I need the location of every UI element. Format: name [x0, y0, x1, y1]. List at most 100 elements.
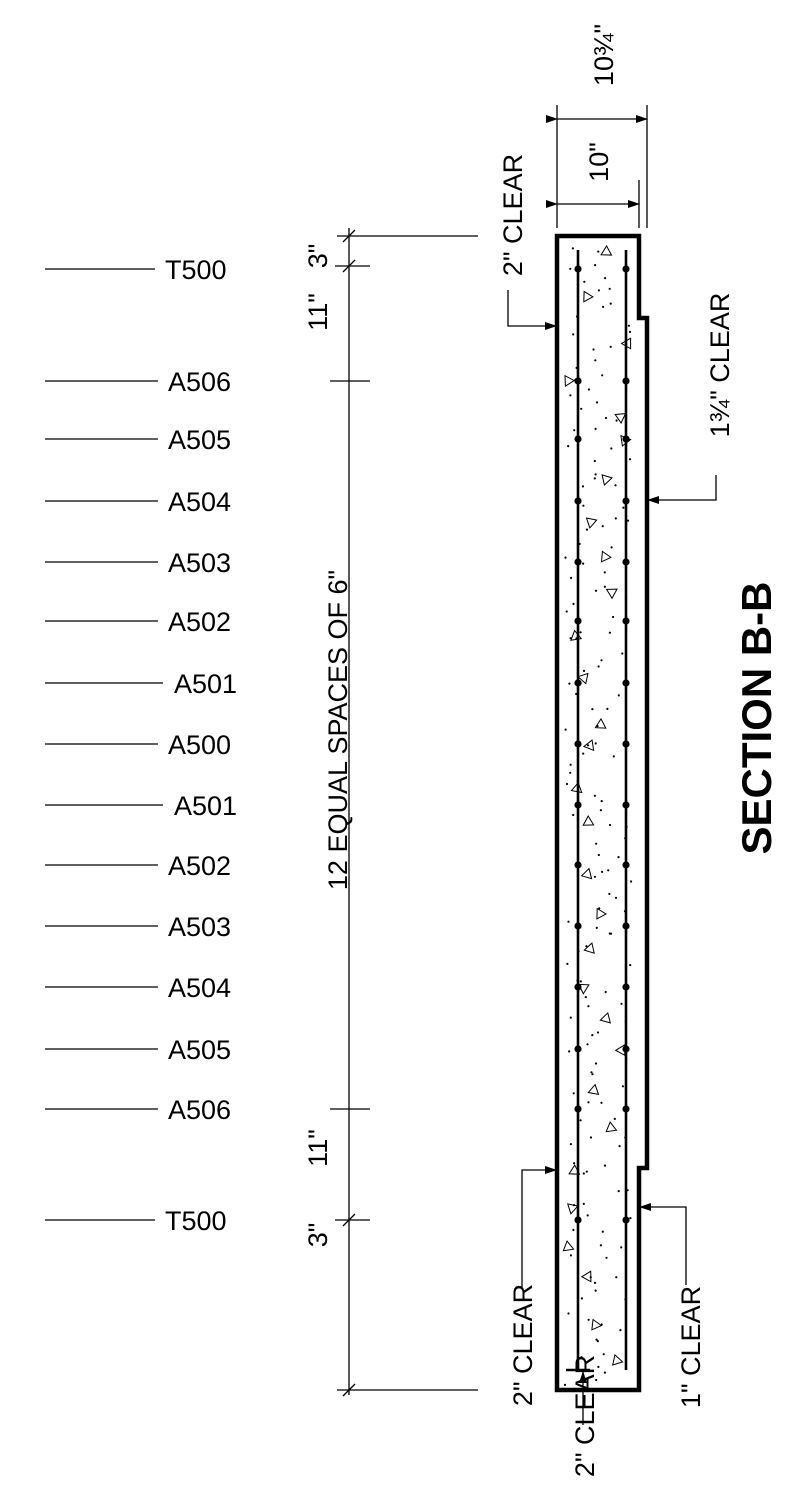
rebar-dot: [622, 558, 630, 566]
stipple-dot: [591, 1034, 594, 1037]
stipple-dot: [586, 1043, 589, 1046]
stipple-dot: [594, 264, 597, 267]
stipple-dot: [609, 345, 612, 348]
stipple-dot: [568, 1050, 571, 1053]
stipple-dot: [605, 1256, 608, 1259]
stipple-dot: [590, 1071, 593, 1074]
stipple-dot: [586, 744, 590, 747]
aggregate-triangle: [599, 1011, 611, 1024]
stipple-dot: [630, 880, 633, 883]
equal-spaces-dimension: 12 EQUAL SPACES OF 6": [323, 570, 353, 890]
bar-mark-label: A502: [168, 851, 231, 881]
stipple-dot: [568, 682, 571, 685]
stipple-dot: [610, 447, 613, 450]
stipple-dot: [569, 1254, 573, 1257]
stipple-dot: [579, 980, 582, 983]
leader-line: [647, 475, 717, 504]
rebar-dot: [622, 497, 630, 505]
stipple-dot: [573, 1162, 576, 1165]
bar-mark-label: A506: [168, 1095, 231, 1125]
stipple-dot: [597, 289, 601, 292]
stipple-dot: [564, 556, 567, 559]
stipple-dot: [565, 782, 569, 786]
concrete-stipple: [562, 245, 633, 1386]
rebar-dot: [574, 801, 582, 809]
stipple-dot: [621, 652, 624, 655]
stipple-dot: [627, 324, 631, 327]
aggregate-triangle: [612, 1353, 624, 1366]
stipple-dot: [610, 546, 613, 549]
stipple-dot: [617, 1190, 620, 1193]
bar-mark-label: A503: [168, 548, 231, 578]
rebar-dot: [622, 922, 630, 930]
rebar-dot: [574, 1045, 582, 1053]
stipple-dot: [585, 1170, 588, 1173]
stipple-dot: [593, 477, 596, 480]
stipple-dot: [608, 631, 612, 634]
stipple-dot: [597, 1365, 600, 1368]
stipple-dot: [579, 631, 582, 634]
rebar-dot: [622, 740, 630, 748]
stipple-dot: [572, 1228, 575, 1231]
stipple-dot: [596, 1031, 600, 1034]
bar-mark-label: A501: [174, 791, 237, 821]
bar-mark-labels: T500 A506 A505 A504 A503 A502 A501 A500 …: [165, 255, 237, 1236]
stipple-dot: [608, 823, 612, 827]
stipple-dot: [592, 348, 595, 351]
rebar-dot: [574, 617, 582, 625]
section-title: SECTION B-B: [733, 582, 780, 855]
stipple-dot: [567, 1312, 570, 1315]
stipple-dot: [566, 962, 569, 966]
bottom-left-clear-note: 2" CLEAR: [508, 1284, 538, 1406]
stipple-dot: [614, 896, 618, 899]
stipple-dot: [607, 869, 610, 872]
stipple-dot: [563, 1383, 567, 1386]
aggregate-triangle: [583, 290, 594, 303]
aggregate-triangle: [601, 474, 613, 486]
aggregate-triangle: [580, 867, 593, 880]
rebar-dot: [574, 679, 582, 687]
rebar-dot: [622, 1216, 630, 1224]
stipple-dot: [620, 1246, 623, 1249]
stipple-dot: [572, 333, 575, 336]
stipple-dot: [594, 1289, 597, 1292]
stipple-dot: [571, 247, 575, 250]
stipple-dot: [609, 302, 612, 305]
stipple-dot: [593, 1281, 597, 1284]
slash-tick: [342, 1213, 356, 1227]
stipple-dot: [604, 990, 607, 994]
aggregate-triangle: [582, 814, 595, 826]
stipple-dot: [582, 562, 585, 565]
stipple-dot: [619, 1329, 622, 1332]
thickness-dimensions: 10" 10¾": [546, 24, 648, 228]
rebar-dot: [574, 983, 582, 991]
stipple-dot: [628, 330, 632, 333]
aggregate-triangle: [591, 1318, 603, 1331]
rebar-dot: [622, 983, 630, 991]
rebar-dot: [574, 1105, 582, 1113]
rebar-dot: [622, 435, 630, 443]
wall-thickness-dimension: 10": [584, 142, 614, 182]
stipple-dot: [594, 427, 597, 430]
stipple-dot: [617, 694, 620, 697]
stipple-dot: [582, 1172, 585, 1175]
rebar-dot: [622, 265, 630, 273]
stipple-dot: [585, 528, 589, 531]
stipple-dot: [614, 517, 617, 520]
aggregate-triangle: [614, 413, 627, 424]
stipple-dot: [602, 1353, 605, 1356]
stipple-dot: [580, 1297, 584, 1300]
vertical-dimension: [330, 228, 478, 1397]
rebar-dot: [574, 861, 582, 869]
rebar-dot: [622, 617, 630, 625]
stipple-dot: [600, 659, 603, 662]
stipple-dot: [626, 519, 630, 522]
stipple-dot: [595, 1378, 598, 1382]
stipple-dot: [594, 742, 597, 745]
stipple-dot: [600, 1101, 603, 1104]
aggregate-triangle: [600, 550, 612, 563]
rebar-dot: [574, 497, 582, 505]
stipple-dot: [587, 1318, 590, 1321]
stipple-dot: [612, 615, 615, 619]
aggregate-triangle: [570, 781, 583, 794]
